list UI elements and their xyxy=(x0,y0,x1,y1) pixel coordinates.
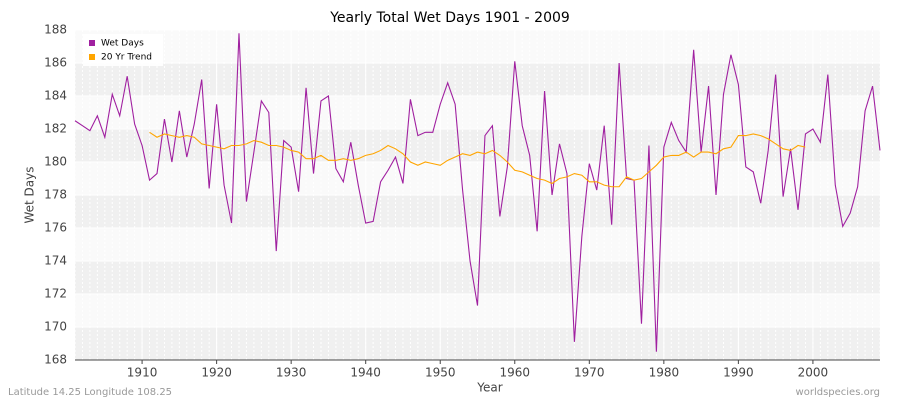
y-tick-label: 176 xyxy=(44,221,67,235)
x-tick-label: 1930 xyxy=(276,366,307,380)
y-tick-label: 170 xyxy=(44,320,67,334)
x-tick-label: 1920 xyxy=(201,366,232,380)
grid-band xyxy=(75,228,880,261)
x-tick-label: 1960 xyxy=(499,366,530,380)
x-tick-label: 1980 xyxy=(649,366,680,380)
series-line xyxy=(149,131,806,188)
y-tick-label: 172 xyxy=(44,287,67,301)
y-tick-label: 186 xyxy=(44,56,67,70)
y-tick-label: 180 xyxy=(44,155,67,169)
y-axis-label: Wet Days xyxy=(23,166,37,223)
y-tick-label: 184 xyxy=(44,89,67,103)
chart-title: Yearly Total Wet Days 1901 - 2009 xyxy=(329,10,570,26)
y-tick-label: 188 xyxy=(44,23,67,37)
x-tick-label: 1970 xyxy=(574,366,605,380)
legend: Wet Days 20 Yr Trend xyxy=(83,34,163,66)
x-tick-label: 2000 xyxy=(798,366,829,380)
legend-label: Wet Days xyxy=(101,39,144,49)
series-line xyxy=(74,33,881,352)
x-tick-label: 1940 xyxy=(350,366,381,380)
footer-right: worldspecies.org xyxy=(796,387,880,398)
footer-left: Latitude 14.25 Longitude 108.25 xyxy=(8,387,172,398)
y-tick-label: 178 xyxy=(44,188,67,202)
legend-swatch xyxy=(89,54,95,60)
legend-box xyxy=(83,34,163,66)
y-tick-label: 174 xyxy=(44,254,67,268)
legend-swatch xyxy=(89,40,95,46)
x-tick-label: 1910 xyxy=(127,366,158,380)
legend-label: 20 Yr Trend xyxy=(101,53,152,63)
x-axis-label: Year xyxy=(476,381,502,395)
x-tick-label: 1990 xyxy=(723,366,754,380)
y-tick-label: 168 xyxy=(44,353,67,367)
x-tick-label: 1950 xyxy=(425,366,456,380)
y-tick-label: 182 xyxy=(44,122,67,136)
